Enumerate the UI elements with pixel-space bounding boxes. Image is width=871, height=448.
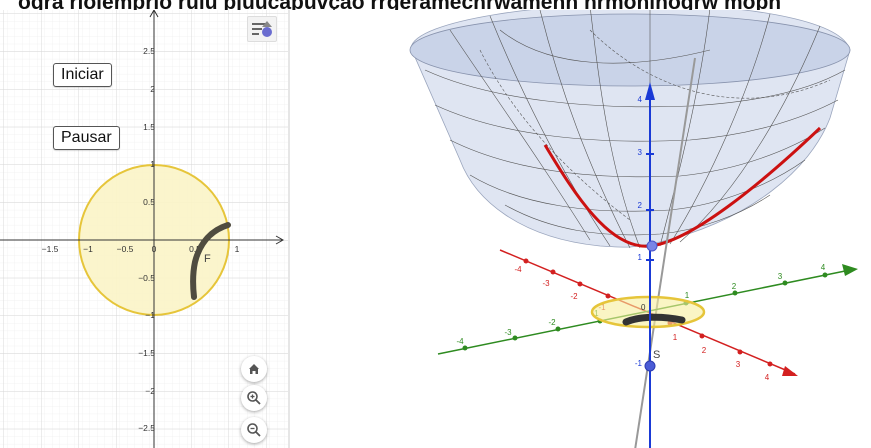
y-tick-label: −2.5 — [138, 423, 155, 433]
style-bar-toggle[interactable] — [247, 16, 277, 42]
graphics-3d-canvas[interactable]: -4 -3 -2 -1 1 2 3 4 -4 -3 -2 -1 1 2 3 4 — [290, 10, 871, 448]
graphics-2d-view[interactable]: −1.5 −1 −0.5 0 0.5 1 2.5 2 1.5 1 0.5 −0.… — [0, 10, 288, 448]
origin-label: 0 — [641, 303, 646, 312]
green-axis-tick: -4 — [456, 337, 464, 346]
x-tick-label: −1.5 — [42, 244, 59, 254]
y-tick-label: 2 — [150, 84, 155, 94]
x-axis-arrow — [275, 235, 285, 245]
zoom-out-button[interactable] — [241, 417, 267, 443]
graphics-3d-view[interactable]: -4 -3 -2 -1 1 2 3 4 -4 -3 -2 -1 1 2 3 4 — [290, 10, 871, 448]
x-tick-label: 1 — [235, 244, 240, 254]
green-axis-tick: 4 — [821, 263, 826, 272]
red-axis-tick: 2 — [702, 346, 707, 355]
home-button[interactable] — [241, 356, 267, 382]
point-f-label: F — [204, 253, 211, 265]
y-tick-label: −0.5 — [138, 273, 155, 283]
z-axis-tick: 2 — [638, 201, 643, 210]
x-tick-label: 0 — [152, 244, 157, 254]
red-axis-tick: 4 — [765, 373, 770, 382]
y-tick-label: 1 — [150, 159, 155, 169]
red-axis-arrow — [782, 366, 798, 376]
z-axis-tick: -1 — [635, 359, 643, 368]
y-tick-label: −1 — [145, 310, 155, 320]
y-tick-label: 1.5 — [143, 122, 155, 132]
x-tick-label: −0.5 — [117, 244, 134, 254]
plane-trace — [622, 313, 686, 326]
zoom-in-button[interactable] — [241, 385, 267, 411]
panel-divider[interactable] — [288, 10, 290, 448]
home-icon — [249, 364, 259, 374]
z-axis-arrow — [645, 82, 655, 100]
red-axis-tick: -2 — [570, 292, 578, 301]
point-f[interactable] — [196, 247, 202, 253]
style-bar-icon — [252, 21, 272, 37]
y-axis-arrow — [149, 10, 159, 18]
red-axis-tick: 3 — [736, 360, 741, 369]
vertex-point[interactable] — [646, 240, 658, 252]
z-axis-tick: 4 — [638, 95, 643, 104]
y-tick-label: 2.5 — [143, 46, 155, 56]
green-axis-tick: 1 — [685, 291, 690, 300]
base-circle — [590, 295, 706, 329]
y-tick-label: −2 — [145, 386, 155, 396]
green-axis-tick: 2 — [732, 282, 737, 291]
point-s[interactable] — [644, 360, 656, 372]
red-axis-tick: -4 — [514, 265, 522, 274]
red-axis-tick: 1 — [673, 333, 678, 342]
green-axis-tick: -2 — [548, 318, 556, 327]
page-title: ogra rioiemprlo ruiu pjuucapuvçao rrgera… — [18, 0, 782, 12]
point-trace — [190, 222, 231, 300]
graphics-2d-canvas[interactable]: −1.5 −1 −0.5 0 0.5 1 2.5 2 1.5 1 0.5 −0.… — [0, 10, 288, 448]
green-axis-tick: -3 — [504, 328, 512, 337]
start-button[interactable]: Iniciar — [53, 63, 112, 87]
y-tick-label: 0.5 — [143, 197, 155, 207]
red-axis-tick: -3 — [542, 279, 550, 288]
zoom-out-icon — [247, 423, 261, 437]
zoom-in-icon — [247, 391, 261, 405]
surface-mesh — [424, 10, 846, 249]
green-axis-arrow — [842, 264, 858, 276]
z-axis-tick: 3 — [638, 148, 643, 157]
x-tick-label: −1 — [83, 244, 93, 254]
gray-line — [634, 57, 696, 448]
x-tick-label: 0.5 — [189, 244, 201, 254]
y-tick-label: −1.5 — [138, 348, 155, 358]
point-s-label: S — [653, 349, 660, 361]
z-axis-tick: 1 — [638, 253, 643, 262]
green-axis-tick: 3 — [778, 272, 783, 281]
pause-button[interactable]: Pausar — [53, 126, 120, 150]
paraboloid-rim — [409, 13, 851, 87]
